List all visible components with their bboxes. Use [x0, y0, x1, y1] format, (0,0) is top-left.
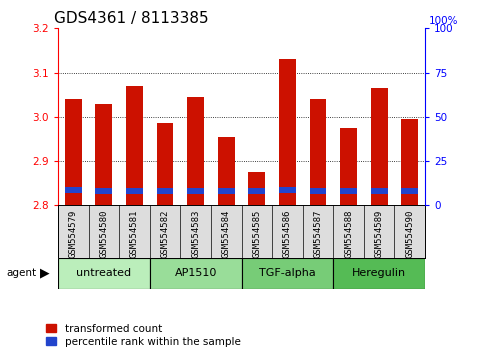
Bar	[248, 172, 265, 205]
Bar	[65, 99, 82, 205]
Text: ▶: ▶	[40, 267, 50, 280]
Text: GSM554582: GSM554582	[160, 210, 170, 258]
Bar	[218, 137, 235, 205]
Bar	[96, 188, 112, 194]
Bar	[310, 99, 327, 205]
Text: GSM554579: GSM554579	[69, 210, 78, 258]
Text: GSM554583: GSM554583	[191, 210, 200, 258]
Text: 100%: 100%	[429, 16, 459, 25]
Text: AP1510: AP1510	[174, 268, 217, 279]
Text: GDS4361 / 8113385: GDS4361 / 8113385	[54, 11, 209, 26]
Bar	[371, 88, 387, 205]
Bar	[96, 104, 112, 205]
Text: GSM554590: GSM554590	[405, 210, 414, 258]
Bar	[156, 188, 173, 194]
Bar	[150, 258, 242, 289]
Text: GSM554588: GSM554588	[344, 210, 353, 258]
Bar	[242, 258, 333, 289]
Bar	[340, 128, 357, 205]
Text: GSM554580: GSM554580	[99, 210, 108, 258]
Bar	[218, 188, 235, 194]
Bar	[126, 86, 143, 205]
Bar	[279, 59, 296, 205]
Bar	[187, 97, 204, 205]
Text: TGF-alpha: TGF-alpha	[259, 268, 316, 279]
Bar	[333, 258, 425, 289]
Text: GSM554584: GSM554584	[222, 210, 231, 258]
Text: GSM554589: GSM554589	[375, 210, 384, 258]
Bar	[401, 188, 418, 194]
Bar	[340, 188, 357, 194]
Bar	[310, 188, 327, 194]
Text: Heregulin: Heregulin	[352, 268, 406, 279]
Bar	[58, 258, 150, 289]
Text: agent: agent	[6, 268, 36, 278]
Bar	[65, 187, 82, 193]
Legend: transformed count, percentile rank within the sample: transformed count, percentile rank withi…	[44, 321, 242, 349]
Text: GSM554581: GSM554581	[130, 210, 139, 258]
Text: untreated: untreated	[76, 268, 131, 279]
Bar	[156, 124, 173, 205]
Bar	[187, 188, 204, 194]
Text: GSM554585: GSM554585	[252, 210, 261, 258]
Bar	[248, 188, 265, 194]
Text: GSM554586: GSM554586	[283, 210, 292, 258]
Text: GSM554587: GSM554587	[313, 210, 323, 258]
Bar	[401, 119, 418, 205]
Bar	[371, 188, 387, 194]
Bar	[279, 187, 296, 193]
Bar	[126, 188, 143, 194]
